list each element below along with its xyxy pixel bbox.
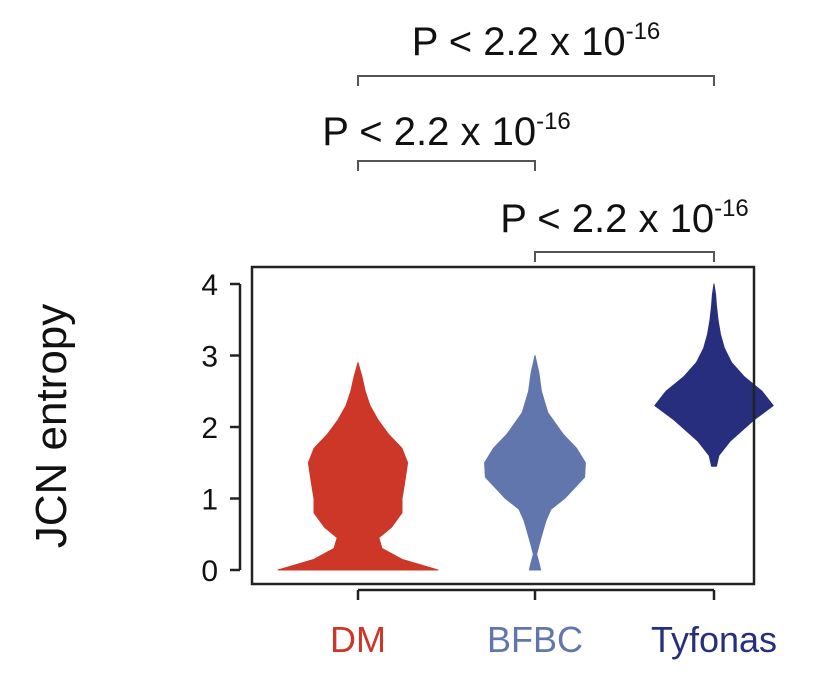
y-tick-label: 2 xyxy=(201,412,218,445)
p-value-label: P < 2.2 x 10-16 xyxy=(322,108,571,154)
y-tick-label: 3 xyxy=(201,341,218,374)
y-tick-label: 0 xyxy=(201,555,218,588)
plot-frame xyxy=(250,265,756,586)
y-axis: 0 1 2 3 4 xyxy=(201,269,242,588)
p-value-label: P < 2.2 x 10-16 xyxy=(500,195,749,241)
p-value-exponent: -16 xyxy=(626,18,661,45)
x-category-label-tyfonas: Tyfonas xyxy=(651,619,777,660)
p-value-exponent: -16 xyxy=(536,108,571,135)
p-value-label: P < 2.2 x 10-16 xyxy=(412,18,661,64)
y-tick-label: 4 xyxy=(201,269,218,302)
violin-tyfonas xyxy=(654,283,774,467)
x-category-label-dm: DM xyxy=(330,619,386,660)
significance-brackets: P < 2.2 x 10-16 P < 2.2 x 10-16 P < 2.2 x … xyxy=(322,18,749,262)
violins-layer xyxy=(277,283,774,571)
violin-dm xyxy=(277,362,439,571)
y-axis-title: JCN entropy xyxy=(27,304,76,549)
significance-bracket xyxy=(357,75,715,86)
p-value-exponent: -16 xyxy=(714,195,749,222)
significance-bracket xyxy=(357,160,536,171)
violin-bfbc xyxy=(484,355,586,571)
y-tick-label: 1 xyxy=(201,484,218,517)
significance-bracket xyxy=(534,251,715,262)
x-category-label-bfbc: BFBC xyxy=(487,619,583,660)
x-axis: DM BFBC Tyfonas xyxy=(330,588,777,660)
